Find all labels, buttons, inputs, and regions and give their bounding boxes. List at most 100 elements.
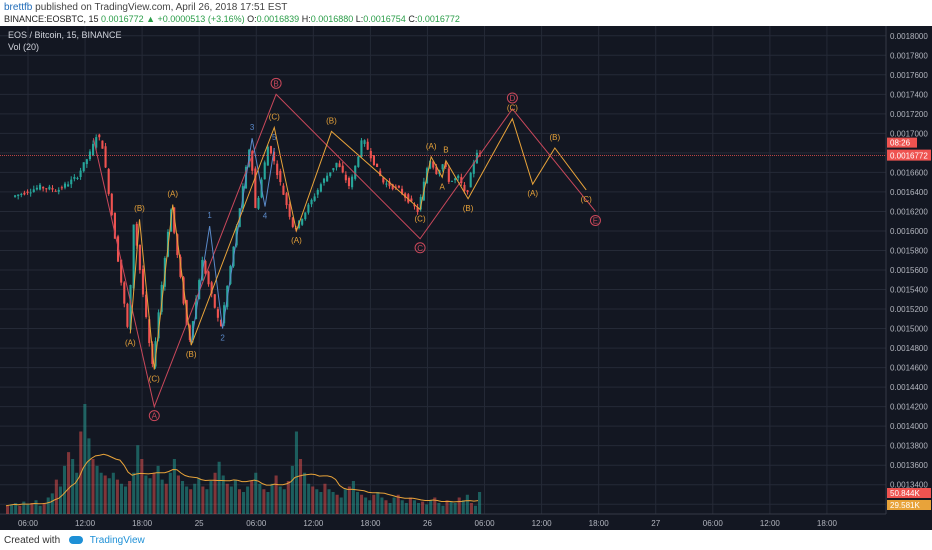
volume-bar [335, 494, 339, 514]
y-tick-label: 0.0017800 [890, 51, 928, 60]
candle-body [301, 218, 304, 225]
volume-bar [221, 475, 225, 514]
orange-wave-label: (A) [167, 190, 178, 199]
candle-body [441, 164, 444, 170]
volume-bar [237, 489, 242, 514]
y-tick-label: 0.0015400 [890, 286, 928, 295]
volume-bar [278, 486, 282, 514]
volume-bar [99, 472, 103, 514]
ohlc-readout: BINANCE:EOSBTC, 15 0.0016772 ▲ +0.000051… [4, 14, 460, 24]
symbol-label: BINANCE:EOSBTC, 15 [4, 14, 99, 24]
y-tick-label: 0.0014400 [890, 383, 928, 392]
volume-bar [103, 475, 107, 514]
candle-body [73, 177, 76, 179]
volume-bar [388, 503, 392, 514]
candle-body [391, 184, 394, 190]
volume-bar [360, 494, 364, 514]
red-wave-label: B [273, 79, 278, 88]
candle-body [288, 204, 291, 217]
candle-body [101, 140, 104, 149]
orange-wave-label: (C) [507, 104, 518, 113]
candle-body [372, 155, 375, 166]
red-wave-label: E [593, 216, 598, 225]
volume-bar [372, 494, 376, 514]
candle-body [14, 195, 17, 197]
volume-bar [95, 465, 99, 514]
volume-bar [254, 472, 258, 514]
red-wave-label-circle [589, 214, 601, 226]
price-chart[interactable]: 0.0018000 0.0017800 0.0017600 0.0017400 0.00… [0, 26, 932, 530]
volume-bar [311, 486, 315, 514]
volume-bar [160, 479, 164, 514]
candle-body [313, 196, 316, 201]
volume-bar [152, 472, 156, 514]
volume-bar [197, 478, 201, 514]
volume-bar [180, 481, 185, 514]
candle-body [26, 191, 29, 193]
publish-info: brettfb published on TradingView.com, Ap… [4, 2, 287, 13]
blue-wave-label: 2 [220, 334, 225, 343]
volume-bar [437, 503, 441, 514]
candle-body [310, 199, 313, 205]
candle-body [210, 282, 213, 294]
volume-bar [54, 479, 58, 514]
volume-bar [380, 497, 384, 514]
candle-body [148, 319, 151, 344]
candle-body [176, 234, 179, 256]
volume-bar [22, 501, 26, 514]
orange-wave-label: (A) [125, 338, 136, 347]
volume-bar [58, 486, 62, 514]
volume-bar [298, 459, 303, 514]
orange-wave-label: (C) [269, 113, 280, 122]
volume-bar [246, 486, 250, 514]
high-value: 0.0016880 [310, 14, 354, 24]
candle-body [344, 174, 347, 181]
candle-body [219, 319, 223, 327]
candle-body [332, 168, 335, 171]
chart-area[interactable]: 0.0018000 0.0017800 0.0017600 0.0017400 0.00… [0, 26, 932, 530]
volume-indicator-label[interactable]: Vol (20) [8, 42, 40, 52]
candle-body [70, 179, 73, 185]
blue-wave-label: 1 [207, 211, 212, 220]
created-text: Created with [4, 535, 61, 546]
volume-bar [172, 459, 176, 514]
x-tick-label: 18:00 [360, 519, 381, 528]
candle-body [107, 169, 110, 194]
candle-body [329, 172, 332, 176]
x-tick-label: 27 [651, 519, 660, 528]
candle-body [322, 178, 326, 183]
volume-bar [400, 500, 404, 514]
candle-body [457, 175, 460, 179]
volume-bar [111, 472, 115, 514]
volume-bar [144, 475, 148, 514]
volume-bar [34, 500, 38, 514]
candle-body [110, 193, 113, 216]
author-link[interactable]: brettfb [4, 2, 33, 13]
published-text: published on TradingView.com, April 26, … [35, 2, 288, 13]
candle-body [257, 197, 260, 209]
candle-body [20, 193, 23, 195]
x-tick-label: 06:00 [703, 519, 724, 528]
volume-bar [412, 500, 416, 514]
volume-value-label: 50.844K [890, 489, 920, 498]
x-tick-label: 12:00 [760, 519, 781, 528]
last-price-label: 0.0016772 [890, 152, 928, 161]
candle-body [123, 282, 126, 304]
volume-bar [6, 505, 10, 514]
candle-body [60, 187, 63, 189]
volume-bar [408, 497, 412, 514]
candle-body [138, 244, 141, 271]
x-tick-label: 25 [195, 519, 204, 528]
tradingview-link[interactable]: TradingView [89, 535, 145, 546]
candle-body [454, 178, 457, 181]
volume-bar [107, 478, 111, 514]
x-tick-label: 26 [423, 519, 432, 528]
price-change: ▲ +0.0000513 (+3.16%) [146, 14, 245, 24]
candle-body [363, 140, 366, 145]
volume-bar [266, 492, 270, 514]
y-tick-label: 0.0014200 [890, 403, 928, 412]
volume-bar [14, 503, 18, 514]
candle-body [17, 194, 20, 196]
volume-bar [119, 483, 124, 514]
volume-bar [364, 497, 368, 514]
